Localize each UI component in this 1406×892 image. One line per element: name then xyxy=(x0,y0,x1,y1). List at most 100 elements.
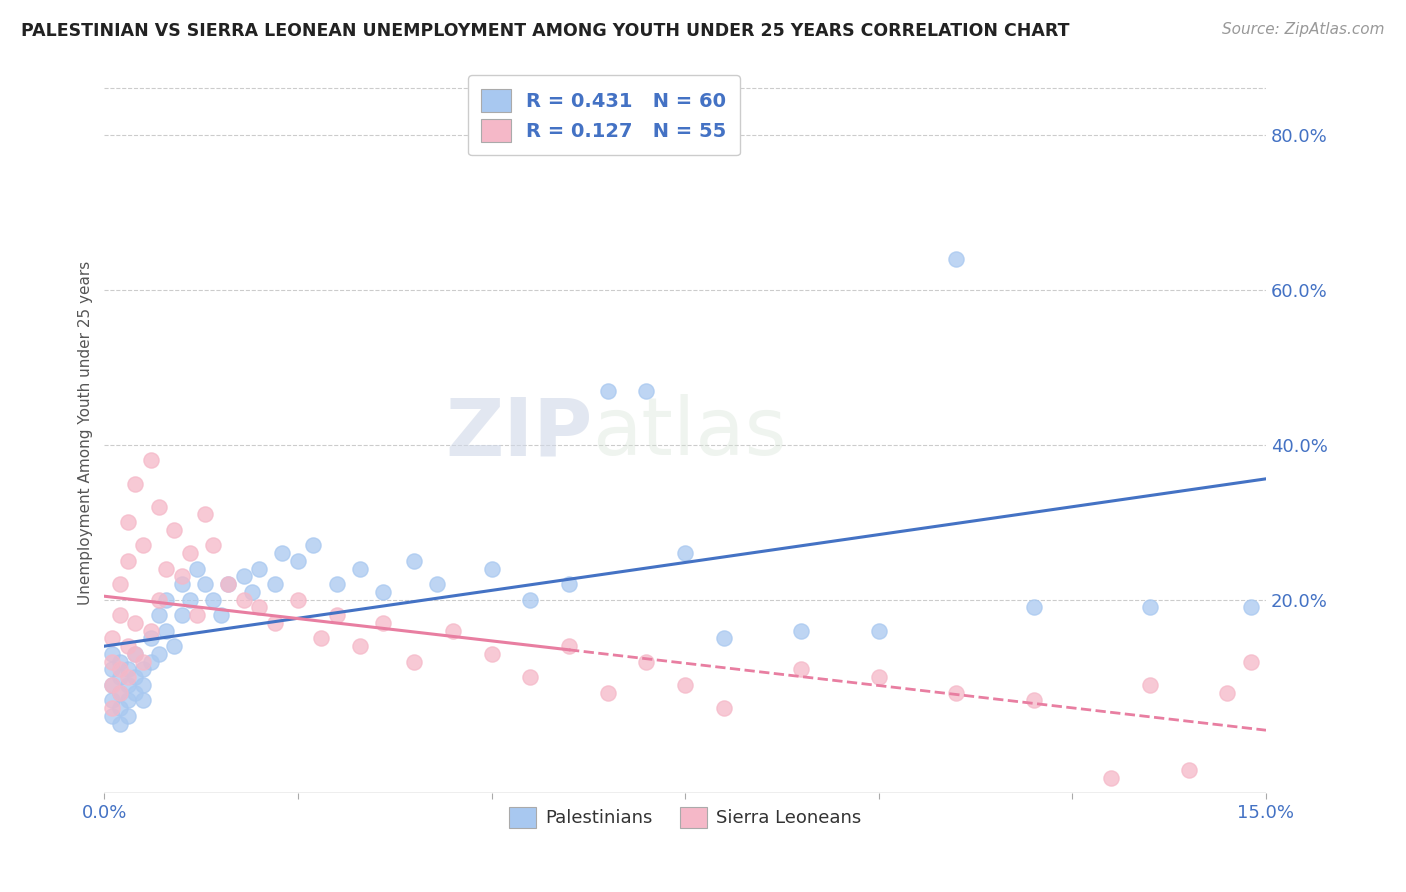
Point xyxy=(117,678,139,692)
Point xyxy=(481,562,503,576)
Point xyxy=(201,592,224,607)
Point xyxy=(148,647,170,661)
Point xyxy=(404,554,426,568)
Point xyxy=(1099,771,1122,785)
Point xyxy=(170,569,193,583)
Point xyxy=(325,577,347,591)
Point xyxy=(101,662,124,676)
Point xyxy=(373,585,395,599)
Point xyxy=(117,515,139,529)
Point xyxy=(108,716,131,731)
Point xyxy=(124,670,146,684)
Point xyxy=(1022,693,1045,707)
Point xyxy=(349,562,371,576)
Point xyxy=(108,662,131,676)
Point xyxy=(519,670,541,684)
Point xyxy=(596,686,619,700)
Point xyxy=(558,639,581,653)
Point xyxy=(132,655,155,669)
Point xyxy=(124,476,146,491)
Point xyxy=(349,639,371,653)
Point xyxy=(194,577,217,591)
Point xyxy=(1139,600,1161,615)
Point xyxy=(263,577,285,591)
Point xyxy=(558,577,581,591)
Point xyxy=(673,678,696,692)
Point xyxy=(124,686,146,700)
Point xyxy=(155,592,177,607)
Point xyxy=(868,624,890,638)
Point xyxy=(1239,600,1261,615)
Point xyxy=(124,615,146,630)
Point xyxy=(217,577,239,591)
Point xyxy=(287,592,309,607)
Point xyxy=(868,670,890,684)
Point xyxy=(1177,763,1199,777)
Point xyxy=(170,608,193,623)
Point xyxy=(132,693,155,707)
Point xyxy=(132,662,155,676)
Point xyxy=(309,632,332,646)
Point xyxy=(790,624,813,638)
Point xyxy=(124,647,146,661)
Point xyxy=(163,523,186,537)
Point xyxy=(673,546,696,560)
Point xyxy=(713,632,735,646)
Point xyxy=(108,577,131,591)
Point xyxy=(325,608,347,623)
Point xyxy=(139,624,162,638)
Point xyxy=(179,592,201,607)
Point xyxy=(170,577,193,591)
Point xyxy=(132,539,155,553)
Point xyxy=(117,639,139,653)
Point xyxy=(404,655,426,669)
Point xyxy=(108,686,131,700)
Point xyxy=(636,384,658,398)
Point xyxy=(790,662,813,676)
Point xyxy=(108,670,131,684)
Point xyxy=(101,678,124,692)
Point xyxy=(139,453,162,467)
Point xyxy=(117,670,139,684)
Point xyxy=(373,615,395,630)
Point xyxy=(108,655,131,669)
Point xyxy=(101,678,124,692)
Point xyxy=(108,608,131,623)
Point xyxy=(945,252,967,266)
Point xyxy=(713,701,735,715)
Point xyxy=(240,585,263,599)
Point xyxy=(302,539,325,553)
Point xyxy=(209,608,232,623)
Point xyxy=(132,678,155,692)
Point xyxy=(139,632,162,646)
Point xyxy=(108,701,131,715)
Point xyxy=(263,615,285,630)
Text: ZIP: ZIP xyxy=(446,394,592,472)
Point xyxy=(217,577,239,591)
Point xyxy=(596,384,619,398)
Point xyxy=(108,686,131,700)
Text: Source: ZipAtlas.com: Source: ZipAtlas.com xyxy=(1222,22,1385,37)
Point xyxy=(139,655,162,669)
Point xyxy=(186,608,208,623)
Point xyxy=(148,608,170,623)
Point xyxy=(117,709,139,723)
Point xyxy=(101,632,124,646)
Point xyxy=(155,562,177,576)
Point xyxy=(186,562,208,576)
Point xyxy=(124,647,146,661)
Point xyxy=(287,554,309,568)
Point xyxy=(163,639,186,653)
Point xyxy=(117,693,139,707)
Point xyxy=(101,655,124,669)
Point xyxy=(201,539,224,553)
Point xyxy=(1216,686,1239,700)
Point xyxy=(117,662,139,676)
Point xyxy=(232,592,254,607)
Point xyxy=(1239,655,1261,669)
Point xyxy=(101,701,124,715)
Legend: Palestinians, Sierra Leoneans: Palestinians, Sierra Leoneans xyxy=(502,799,869,835)
Point xyxy=(426,577,449,591)
Point xyxy=(101,709,124,723)
Y-axis label: Unemployment Among Youth under 25 years: Unemployment Among Youth under 25 years xyxy=(79,261,93,606)
